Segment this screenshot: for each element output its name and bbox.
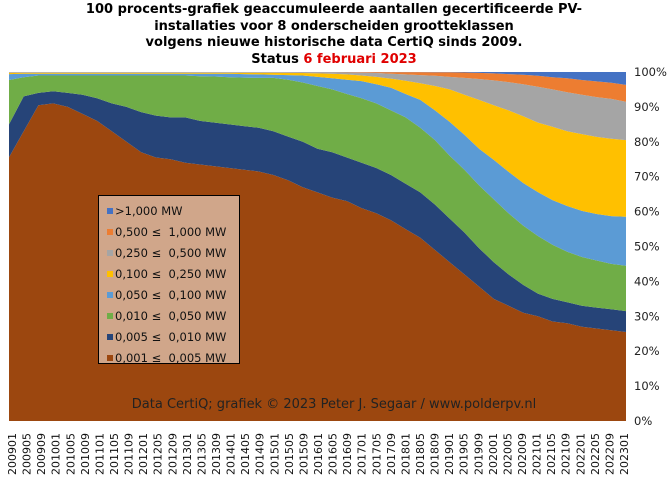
legend-swatch <box>107 270 113 277</box>
series-area-5 <box>9 72 626 141</box>
x-tick-label: 201909 <box>472 433 485 475</box>
legend-swatch <box>107 249 113 256</box>
x-axis-tick-labels: 200901 200905 200909 201001 201005 201009 2011… <box>6 433 631 475</box>
legend-label: 0,010 ≤ 0,050 MW <box>115 308 227 323</box>
x-tick-label: 201405 <box>239 433 252 475</box>
x-tick-label: 202101 <box>531 433 544 475</box>
x-tick-label: 201705 <box>370 433 383 475</box>
legend-item: 0,010 ≤ 0,050 MW <box>99 305 239 326</box>
series-area-4 <box>9 72 626 217</box>
x-tick-label: 201401 <box>225 433 238 475</box>
y-tick-label: 70% <box>634 170 660 184</box>
series-area-3 <box>9 73 626 266</box>
x-tick-label: 202105 <box>545 433 558 475</box>
y-axis-tick-labels: 0% 10% 20% 30% 40% 50% 60% 70% 80% 90% 100% <box>634 65 667 428</box>
x-tick-label: 201301 <box>181 433 194 475</box>
legend-swatch <box>107 228 113 235</box>
legend-label: 0,250 ≤ 0,500 MW <box>115 245 227 260</box>
x-tick-label: 201309 <box>210 433 223 475</box>
legend-swatch <box>107 354 113 361</box>
x-tick-label: 202205 <box>589 433 602 475</box>
legend-item: 0,050 ≤ 0,100 MW <box>99 284 239 305</box>
y-tick-label: 30% <box>634 309 660 323</box>
y-tick-label: 50% <box>634 240 660 254</box>
x-tick-label: 201505 <box>283 433 296 475</box>
x-tick-label: 201305 <box>195 433 208 475</box>
legend-swatch <box>107 291 113 298</box>
y-tick-label: 10% <box>634 379 660 393</box>
series-area-7 <box>9 72 626 85</box>
x-tick-label: 200909 <box>35 433 48 475</box>
chart-credit: Data CertiQ; grafiek © 2023 Peter J. Seg… <box>131 397 537 412</box>
x-tick-label: 201205 <box>152 433 165 475</box>
x-tick-label: 201601 <box>312 433 325 475</box>
x-tick-label: 201905 <box>458 433 471 475</box>
x-tick-label: 201409 <box>254 433 267 475</box>
x-tick-label: 201501 <box>268 433 281 475</box>
x-tick-label: 202009 <box>516 433 529 475</box>
legend-label: 0,100 ≤ 0,250 MW <box>115 266 227 281</box>
x-tick-label: 201709 <box>385 433 398 475</box>
x-tick-label: 202109 <box>560 433 573 475</box>
legend-item: 0,250 ≤ 0,500 MW <box>99 242 239 263</box>
x-tick-label: 200901 <box>6 433 19 475</box>
legend-label: 0,500 ≤ 1,000 MW <box>115 224 227 239</box>
chart-title: 100 procents-grafiek geaccumuleerde aant… <box>0 2 668 68</box>
y-tick-label: 0% <box>634 414 652 428</box>
status-prefix: Status <box>251 51 299 67</box>
x-tick-label: 201809 <box>429 433 442 475</box>
x-tick-label: 202005 <box>501 433 514 475</box>
x-tick-label: 201509 <box>297 433 310 475</box>
legend-label: 0,005 ≤ 0,010 MW <box>115 329 227 344</box>
x-tick-label: 201009 <box>79 433 92 475</box>
title-line-2: installaties voor 8 onderscheiden groott… <box>154 18 514 34</box>
legend-swatch <box>107 207 113 214</box>
title-line-3: volgens nieuwe historische data CertiQ s… <box>145 35 523 50</box>
legend-item: 0,100 ≤ 0,250 MW <box>99 263 239 284</box>
legend-label: >1,000 MW <box>115 203 183 218</box>
y-tick-label: 20% <box>634 344 660 358</box>
series-area-2 <box>9 75 626 312</box>
legend-item: >1,000 MW <box>99 200 239 221</box>
legend-item: 0,001 ≤ 0,005 MW <box>99 347 239 368</box>
legend: >1,000 MW 0,500 ≤ 1,000 MW 0,250 ≤ 0,500 M… <box>98 195 240 365</box>
y-tick-label: 60% <box>634 205 660 219</box>
title-line-1: 100 procents-grafiek geaccumuleerde aant… <box>85 2 583 17</box>
x-tick-label: 202301 <box>618 433 631 475</box>
x-tick-label: 201609 <box>341 433 354 475</box>
x-tick-label: 201209 <box>166 433 179 475</box>
y-tick-label: 90% <box>634 100 660 114</box>
x-tick-label: 201901 <box>443 433 456 475</box>
x-tick-label: 202001 <box>487 433 500 475</box>
legend-item: 0,005 ≤ 0,010 MW <box>99 326 239 347</box>
legend-label: 0,050 ≤ 0,100 MW <box>115 287 227 302</box>
x-tick-label: 201105 <box>108 433 121 475</box>
x-tick-label: 201805 <box>414 433 427 475</box>
x-tick-label: 201801 <box>399 433 412 475</box>
y-tick-label: 80% <box>634 135 660 149</box>
y-tick-label: 40% <box>634 274 660 288</box>
legend-swatch <box>107 333 113 340</box>
x-tick-label: 201201 <box>137 433 150 475</box>
x-tick-label: 201109 <box>123 433 136 475</box>
legend-swatch <box>107 312 113 319</box>
series-area-1 <box>9 91 626 332</box>
legend-label: 0,001 ≤ 0,005 MW <box>115 350 227 365</box>
x-tick-label: 202209 <box>603 433 616 475</box>
x-tick-label: 201101 <box>93 433 106 475</box>
title-status-line: Status 6 februari 2023 <box>0 52 668 69</box>
x-tick-label: 201701 <box>356 433 369 475</box>
x-tick-label: 201605 <box>327 433 340 475</box>
legend-item: 0,500 ≤ 1,000 MW <box>99 221 239 242</box>
x-tick-label: 201005 <box>64 433 77 475</box>
status-date: 6 februari 2023 <box>303 51 417 67</box>
y-tick-label: 100% <box>634 65 667 79</box>
x-tick-label: 202201 <box>574 433 587 475</box>
x-tick-label: 201001 <box>50 433 63 475</box>
x-tick-label: 200905 <box>21 433 34 475</box>
